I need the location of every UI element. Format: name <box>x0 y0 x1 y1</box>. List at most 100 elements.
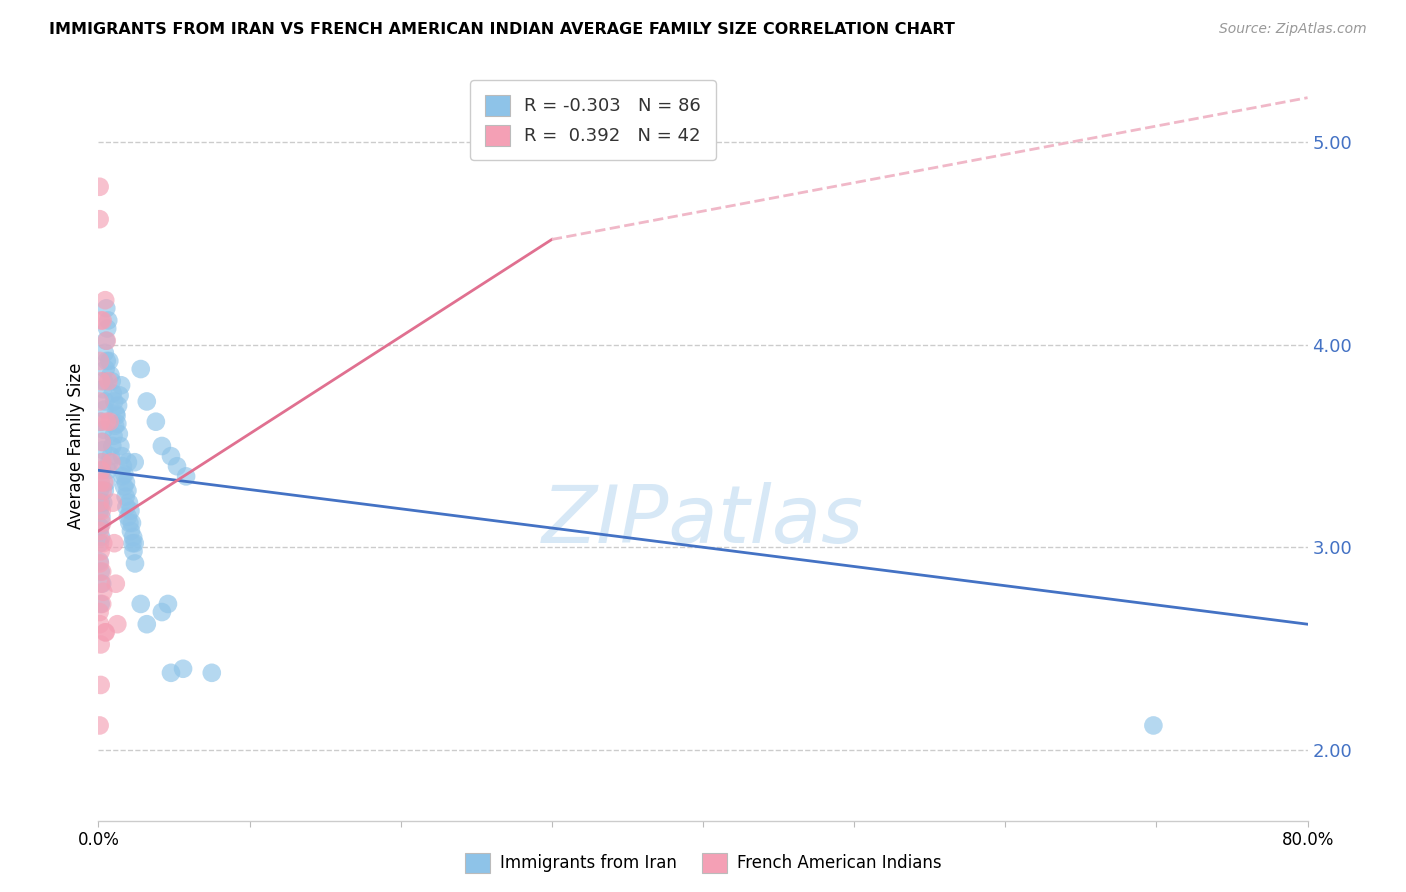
Point <box>103 394 125 409</box>
Point <box>166 459 188 474</box>
Point <box>89 520 111 534</box>
Point <box>89 354 111 368</box>
Point <box>120 504 142 518</box>
Point <box>90 455 112 469</box>
Point <box>150 605 173 619</box>
Point <box>174 469 197 483</box>
Point <box>90 509 112 524</box>
Point <box>122 544 145 558</box>
Point <box>91 382 114 396</box>
Point <box>117 483 139 498</box>
Point <box>97 313 120 327</box>
Point <box>100 449 122 463</box>
Point <box>135 394 157 409</box>
Point <box>91 443 114 458</box>
Point <box>90 530 112 544</box>
Y-axis label: Average Family Size: Average Family Size <box>66 363 84 529</box>
Point <box>91 565 114 579</box>
Point <box>110 439 132 453</box>
Point <box>90 544 112 558</box>
Point <box>89 524 111 538</box>
Point <box>89 605 111 619</box>
Point <box>96 475 118 490</box>
Point <box>96 354 118 368</box>
Point <box>97 463 120 477</box>
Point <box>90 678 112 692</box>
Point <box>129 597 152 611</box>
Point <box>90 576 112 591</box>
Point <box>115 500 138 514</box>
Point <box>118 496 141 510</box>
Text: IMMIGRANTS FROM IRAN VS FRENCH AMERICAN INDIAN AVERAGE FAMILY SIZE CORRELATION C: IMMIGRANTS FROM IRAN VS FRENCH AMERICAN … <box>49 22 955 37</box>
Point <box>108 388 131 402</box>
Point <box>121 536 143 550</box>
Legend: R = -0.303   N = 86, R =  0.392   N = 42: R = -0.303 N = 86, R = 0.392 N = 42 <box>470 80 716 160</box>
Point <box>90 463 112 477</box>
Point <box>90 374 112 388</box>
Point <box>101 439 124 453</box>
Point <box>110 378 132 392</box>
Point <box>105 409 128 423</box>
Point <box>89 557 111 571</box>
Point <box>201 665 224 680</box>
Text: Source: ZipAtlas.com: Source: ZipAtlas.com <box>1219 22 1367 37</box>
Point <box>90 504 112 518</box>
Point <box>100 455 122 469</box>
Point <box>94 334 117 348</box>
Point <box>91 455 114 469</box>
Point <box>97 374 120 388</box>
Point <box>94 394 117 409</box>
Point <box>117 509 139 524</box>
Point <box>90 415 112 429</box>
Point <box>89 504 111 518</box>
Point <box>150 439 173 453</box>
Point <box>94 625 117 640</box>
Point <box>1142 718 1164 732</box>
Point <box>89 212 111 227</box>
Point <box>104 407 127 421</box>
Point <box>96 301 118 316</box>
Point <box>172 662 194 676</box>
Point <box>89 179 111 194</box>
Text: ZIPatlas: ZIPatlas <box>541 482 865 560</box>
Point <box>108 426 131 441</box>
Point <box>90 637 112 651</box>
Point <box>90 565 112 579</box>
Point <box>94 362 117 376</box>
Point <box>135 617 157 632</box>
Point <box>90 475 112 490</box>
Point <box>90 415 112 429</box>
Point <box>94 346 117 360</box>
Point <box>100 368 122 383</box>
Point <box>120 524 142 538</box>
Point <box>107 399 129 413</box>
Point <box>91 434 114 449</box>
Point <box>111 459 134 474</box>
Point <box>96 321 118 335</box>
Point <box>89 394 111 409</box>
Point <box>91 584 114 599</box>
Point <box>122 530 145 544</box>
Point <box>156 597 179 611</box>
Point <box>94 483 117 498</box>
Point <box>91 496 114 510</box>
Point <box>93 374 115 388</box>
Point <box>117 455 139 469</box>
Legend: Immigrants from Iran, French American Indians: Immigrants from Iran, French American In… <box>458 847 948 880</box>
Point <box>89 496 111 510</box>
Point <box>90 496 112 510</box>
Point <box>89 718 111 732</box>
Point <box>91 536 114 550</box>
Point <box>111 449 134 463</box>
Point <box>104 576 127 591</box>
Point <box>91 483 114 498</box>
Point <box>124 455 146 469</box>
Point <box>112 467 135 482</box>
Point <box>89 483 111 498</box>
Point <box>105 417 128 431</box>
Point <box>103 536 125 550</box>
Point <box>115 475 138 490</box>
Point <box>91 463 114 477</box>
Point <box>103 429 125 443</box>
Point <box>89 554 111 568</box>
